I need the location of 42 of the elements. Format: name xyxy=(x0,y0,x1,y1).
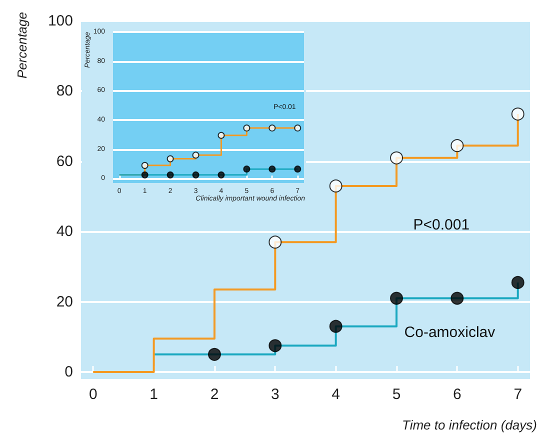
point xyxy=(268,339,282,352)
y-tick-label: 20 xyxy=(56,293,73,310)
point xyxy=(294,166,302,173)
point xyxy=(141,162,148,169)
series-label: Co-amoxiclav xyxy=(404,324,496,341)
y-tick-label: 80 xyxy=(56,82,73,100)
point xyxy=(268,236,282,249)
point xyxy=(329,179,342,192)
point xyxy=(243,166,250,173)
point xyxy=(268,166,276,173)
y-tick-label: 100 xyxy=(48,12,73,30)
point xyxy=(450,139,464,152)
point xyxy=(141,171,148,178)
point xyxy=(218,171,225,178)
point xyxy=(192,171,200,178)
point xyxy=(192,152,200,159)
annotation: P<0.001 xyxy=(413,216,470,234)
point xyxy=(450,292,464,305)
point xyxy=(166,155,174,162)
y-tick-label: 0 xyxy=(64,363,73,380)
x-tick-label: 3 xyxy=(270,386,280,403)
y-tick-label: 40 xyxy=(56,223,73,240)
point xyxy=(511,108,524,121)
x-tick-label: 1 xyxy=(150,386,158,403)
point xyxy=(511,276,524,289)
y-tick-label: 60 xyxy=(56,152,73,170)
y-axis-title: Percentage xyxy=(14,12,30,78)
point xyxy=(218,132,225,139)
point xyxy=(166,171,174,178)
point xyxy=(294,124,302,132)
x-tick-label: 5 xyxy=(392,386,401,403)
x-tick-label: 6 xyxy=(453,386,462,403)
x-tick-label: 2 xyxy=(210,386,219,403)
point xyxy=(208,348,221,361)
x-tick-label: 4 xyxy=(332,386,340,403)
point xyxy=(268,124,276,132)
point xyxy=(390,292,404,305)
point xyxy=(329,320,342,333)
x-axis-title: Time to infection (days) xyxy=(402,418,537,432)
point xyxy=(390,151,404,164)
point xyxy=(243,124,250,132)
x-tick-label: 7 xyxy=(514,386,522,403)
